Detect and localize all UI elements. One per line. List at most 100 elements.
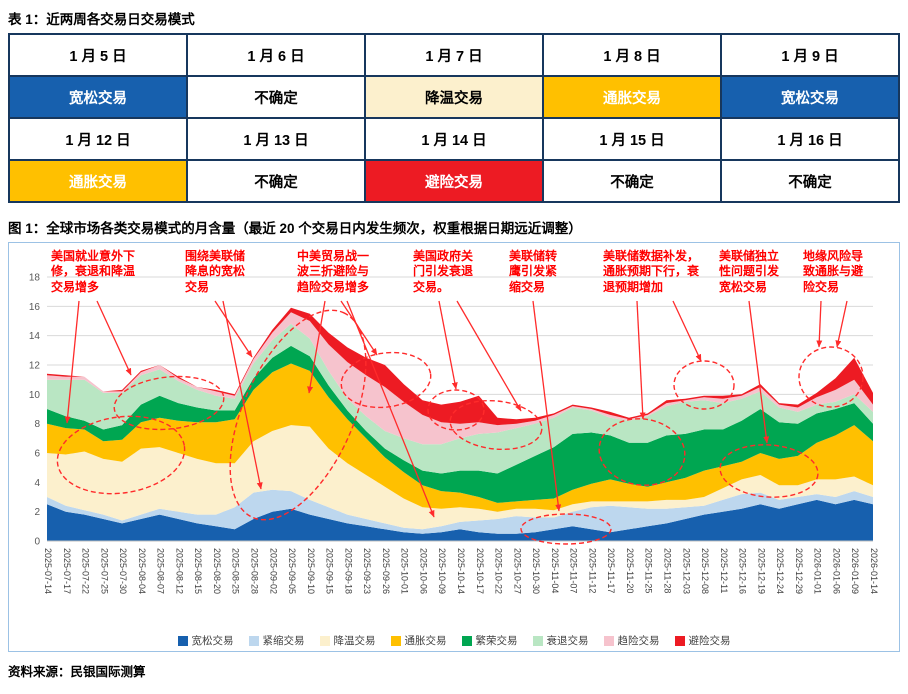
date-cell: 1 月 6 日 — [186, 33, 366, 77]
svg-text:2025-11-28: 2025-11-28 — [663, 548, 673, 593]
svg-text:2025-07-14: 2025-07-14 — [43, 548, 53, 594]
svg-text:2025-10-01: 2025-10-01 — [400, 548, 410, 594]
legend-item: 避险交易 — [674, 633, 731, 648]
legend-item: 繁荣交易 — [461, 633, 518, 648]
svg-text:2025-08-20: 2025-08-20 — [212, 548, 222, 594]
date-cell: 1 月 16 日 — [720, 117, 900, 161]
svg-text:2025-12-16: 2025-12-16 — [738, 548, 748, 594]
figure-box: 0 2 4 6 8 10 12 14 16 18 2025-07-14 2025-07-17 2025-… — [8, 242, 900, 652]
mode-cell: 不确定 — [720, 159, 900, 203]
legend-label: 衰退交易 — [546, 635, 589, 647]
legend-label: 紧缩交易 — [262, 635, 305, 647]
svg-text:2: 2 — [34, 507, 40, 518]
svg-text:2026-01-14: 2026-01-14 — [869, 548, 879, 594]
legend-swatch — [532, 635, 543, 646]
svg-text:2025-11-17: 2025-11-17 — [606, 548, 616, 593]
svg-text:10: 10 — [29, 390, 41, 401]
svg-text:2025-10-22: 2025-10-22 — [494, 548, 504, 594]
svg-text:6: 6 — [34, 449, 40, 460]
mode-cell: 不确定 — [542, 159, 722, 203]
source-note: 资料来源：民银国际测算 — [8, 665, 146, 679]
legend-swatch — [603, 635, 614, 646]
mode-cell: 宽松交易 — [720, 75, 900, 119]
svg-text:2025-11-04: 2025-11-04 — [550, 548, 560, 593]
legend-swatch — [390, 635, 401, 646]
svg-text:2025-11-20: 2025-11-20 — [625, 548, 635, 593]
svg-text:8: 8 — [34, 419, 40, 430]
mode-row: 宽松交易 不确定 降温交易 通胀交易 宽松交易 — [8, 75, 900, 119]
legend-label: 避险交易 — [688, 635, 731, 647]
mode-cell: 避险交易 — [364, 159, 544, 203]
mode-cell: 不确定 — [186, 159, 366, 203]
svg-text:2025-12-03: 2025-12-03 — [681, 548, 691, 594]
svg-text:2025-10-27: 2025-10-27 — [512, 548, 522, 594]
svg-text:2026-01-01: 2026-01-01 — [813, 548, 823, 594]
svg-text:2026-01-09: 2026-01-09 — [850, 548, 860, 594]
svg-text:2025-11-25: 2025-11-25 — [644, 548, 654, 593]
chart-legend: 宽松交易 紧缩交易 降温交易 通胀交易 繁荣交易 衰退交易 趋险交易 避险交易 — [9, 633, 899, 648]
date-cell: 1 月 7 日 — [364, 33, 544, 77]
svg-text:2025-07-30: 2025-07-30 — [118, 548, 128, 594]
svg-text:2025-09-02: 2025-09-02 — [268, 548, 278, 594]
svg-text:2025-11-07: 2025-11-07 — [569, 548, 579, 593]
legend-swatch — [319, 635, 330, 646]
svg-text:4: 4 — [34, 478, 40, 489]
legend-swatch — [177, 635, 188, 646]
svg-text:14: 14 — [29, 331, 41, 342]
svg-text:18: 18 — [29, 273, 41, 284]
svg-text:2025-10-17: 2025-10-17 — [475, 548, 485, 594]
legend-swatch — [248, 635, 259, 646]
svg-text:2025-08-28: 2025-08-28 — [250, 548, 260, 594]
svg-text:2025-07-22: 2025-07-22 — [81, 548, 91, 594]
legend-label: 繁荣交易 — [475, 635, 518, 647]
legend-label: 宽松交易 — [191, 635, 234, 647]
svg-text:2025-07-17: 2025-07-17 — [62, 548, 72, 594]
legend-item: 降温交易 — [319, 633, 376, 648]
svg-text:2025-09-10: 2025-09-10 — [306, 548, 316, 594]
svg-text:2025-11-12: 2025-11-12 — [587, 548, 597, 593]
date-cell: 1 月 12 日 — [8, 117, 188, 161]
mode-cell: 通胀交易 — [542, 75, 722, 119]
table-title: 表 1：近两周各交易日交易模式 — [8, 12, 195, 27]
svg-text:2025-07-25: 2025-07-25 — [99, 548, 109, 594]
svg-text:2025-09-18: 2025-09-18 — [343, 548, 353, 594]
svg-text:12: 12 — [29, 361, 41, 372]
svg-text:2025-10-06: 2025-10-06 — [419, 548, 429, 594]
svg-text:2026-01-06: 2026-01-06 — [832, 548, 842, 594]
legend-item: 衰退交易 — [532, 633, 589, 648]
svg-text:0: 0 — [34, 537, 40, 548]
svg-text:2025-12-24: 2025-12-24 — [775, 548, 785, 594]
svg-text:2025-12-08: 2025-12-08 — [700, 548, 710, 594]
legend-swatch — [674, 635, 685, 646]
figure-title: 图 1：全球市场各类交易模式的月含量（最近 20 个交易日内发生频次，权重根据日… — [8, 221, 582, 236]
date-cell: 1 月 8 日 — [542, 33, 722, 77]
svg-text:2025-10-14: 2025-10-14 — [456, 548, 466, 594]
legend-item: 宽松交易 — [177, 633, 234, 648]
svg-text:2025-09-23: 2025-09-23 — [362, 548, 372, 594]
svg-text:2025-09-26: 2025-09-26 — [381, 548, 391, 594]
svg-text:2025-08-07: 2025-08-07 — [156, 548, 166, 594]
svg-text:2025-08-15: 2025-08-15 — [193, 548, 203, 594]
mode-cell: 宽松交易 — [8, 75, 188, 119]
legend-label: 趋险交易 — [617, 635, 660, 647]
mode-cell: 降温交易 — [364, 75, 544, 119]
legend-item: 通胀交易 — [390, 633, 447, 648]
svg-text:2025-08-04: 2025-08-04 — [137, 548, 147, 594]
date-cell: 1 月 15 日 — [542, 117, 722, 161]
date-cell: 1 月 14 日 — [364, 117, 544, 161]
stacked-area-chart: 0 2 4 6 8 10 12 14 16 18 2025-07-14 2025-07-17 2025-… — [9, 243, 899, 634]
legend-item: 趋险交易 — [603, 633, 660, 648]
legend-label: 通胀交易 — [404, 635, 447, 647]
legend-label: 降温交易 — [333, 635, 376, 647]
svg-text:2025-10-30: 2025-10-30 — [531, 548, 541, 594]
svg-text:2025-12-29: 2025-12-29 — [794, 548, 804, 594]
mode-cell: 通胀交易 — [8, 159, 188, 203]
mode-cell: 不确定 — [186, 75, 366, 119]
svg-text:2025-12-19: 2025-12-19 — [756, 548, 766, 594]
svg-text:2025-08-25: 2025-08-25 — [231, 548, 241, 594]
legend-swatch — [461, 635, 472, 646]
svg-text:16: 16 — [29, 302, 41, 313]
